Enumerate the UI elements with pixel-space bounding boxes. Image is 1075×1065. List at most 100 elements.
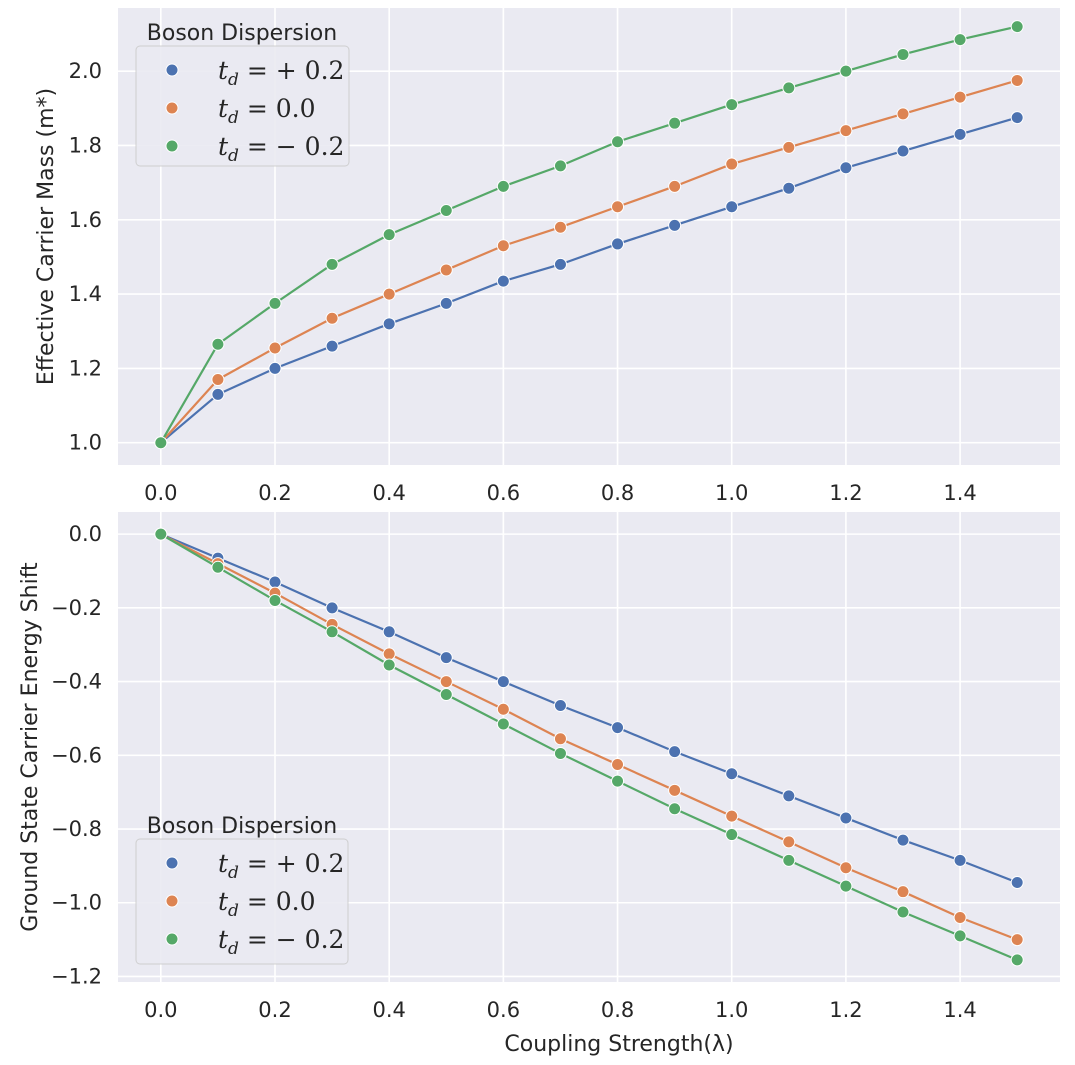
y-tick-label: −0.8	[51, 817, 102, 841]
y-tick-label: 1.4	[69, 282, 102, 306]
data-point	[553, 159, 567, 173]
data-point	[611, 721, 625, 735]
data-point	[325, 625, 339, 639]
data-point	[611, 237, 625, 251]
series-line	[160, 533, 1018, 884]
data-point	[496, 675, 510, 689]
legend-entry-label: td = + 0.2	[218, 56, 344, 90]
y-tick-label: −0.2	[51, 596, 102, 620]
y-axis-label: Ground State Carrier Energy Shift	[18, 562, 43, 932]
y-tick-label: 2.0	[69, 59, 102, 83]
legend-marker	[165, 139, 179, 153]
data-point	[1010, 875, 1024, 889]
x-axis-label: Coupling Strength(λ)	[504, 1032, 733, 1057]
series-line	[160, 79, 1018, 444]
series-line	[159, 25, 1018, 444]
data-point	[553, 746, 567, 760]
x-tick-label: 1.0	[715, 998, 748, 1022]
x-tick-label: 0.6	[487, 998, 520, 1022]
series-line	[160, 533, 1018, 941]
data-point	[154, 527, 168, 541]
data-point	[839, 161, 853, 175]
legend: Boson Dispersion td = + 0.2 td = 0.0 td = −…	[135, 814, 349, 965]
data-point	[782, 835, 796, 849]
data-point	[953, 910, 967, 924]
x-tick-label: 0.2	[258, 998, 291, 1022]
y-tick-label: −1.2	[51, 964, 102, 988]
x-tick-label: 0.8	[601, 998, 634, 1022]
y-tick-label: 1.2	[69, 356, 102, 380]
legend-frame	[135, 838, 349, 965]
data-point	[496, 239, 510, 253]
y-tick-label: −0.6	[51, 743, 102, 767]
data-point	[496, 179, 510, 193]
data-point	[725, 157, 739, 171]
data-point	[325, 311, 339, 325]
data-point	[211, 560, 225, 574]
legend-marker	[165, 856, 179, 870]
data-point	[1010, 933, 1024, 947]
series-line	[160, 116, 1018, 444]
data-point	[896, 47, 910, 61]
data-point	[154, 436, 168, 450]
data-point	[611, 758, 625, 772]
data-point	[439, 203, 453, 217]
data-point	[839, 879, 853, 893]
bottom-chart-energy: 0.0 0.2 0.4 0.6 0.8 1.0 1.2 1.4 0.0 −0.2 −0.4 −0.6 −…	[18, 512, 1060, 1057]
data-point	[668, 745, 682, 759]
legend-marker	[165, 101, 179, 115]
data-point	[896, 144, 910, 158]
data-point	[1010, 20, 1024, 34]
data-point	[496, 717, 510, 731]
legend-marker	[165, 63, 179, 77]
data-point	[382, 647, 396, 661]
data-point	[496, 702, 510, 716]
data-point	[839, 124, 853, 138]
legend-frame	[135, 45, 350, 167]
series-1	[154, 73, 1024, 450]
legend-marker	[165, 932, 179, 946]
data-point	[953, 127, 967, 141]
legend-entry-label: td = − 0.2	[218, 925, 344, 959]
x-tick-label: 0.6	[487, 481, 520, 505]
data-point	[268, 296, 282, 310]
data-point	[439, 296, 453, 310]
data-point	[668, 218, 682, 232]
data-point	[839, 64, 853, 78]
y-axis-label: Effective Carrier Mass (m*)	[34, 88, 59, 385]
data-point	[268, 341, 282, 355]
data-point	[382, 228, 396, 242]
x-tick-label: 0.2	[258, 481, 291, 505]
series-2	[154, 20, 1024, 450]
data-point	[725, 98, 739, 112]
y-tick-label: 0.0	[69, 522, 102, 546]
x-tick-label: 1.4	[943, 998, 976, 1022]
legend-title: Boson Dispersion	[147, 814, 337, 839]
data-point	[668, 783, 682, 797]
x-tick-label: 0.8	[601, 481, 634, 505]
data-point	[953, 853, 967, 867]
x-tick-label: 0.0	[144, 481, 177, 505]
data-point	[725, 767, 739, 781]
x-tick-label: 1.4	[943, 481, 976, 505]
data-point	[953, 90, 967, 104]
series-line	[160, 533, 1018, 961]
data-point	[953, 929, 967, 943]
x-tick-label: 1.2	[829, 998, 862, 1022]
data-point	[896, 905, 910, 919]
data-point	[782, 181, 796, 195]
data-point	[668, 116, 682, 130]
data-point	[782, 140, 796, 154]
x-tick-label: 0.0	[144, 998, 177, 1022]
data-point	[496, 274, 510, 288]
legend: Boson Dispersion td = + 0.2 td = 0.0 td = −…	[135, 21, 350, 167]
series-0	[154, 111, 1024, 450]
y-tick-label: 1.0	[69, 431, 102, 455]
data-point	[611, 200, 625, 214]
data-point	[325, 257, 339, 271]
data-point	[668, 179, 682, 193]
data-point	[439, 651, 453, 665]
data-point	[553, 257, 567, 271]
data-point	[268, 575, 282, 589]
